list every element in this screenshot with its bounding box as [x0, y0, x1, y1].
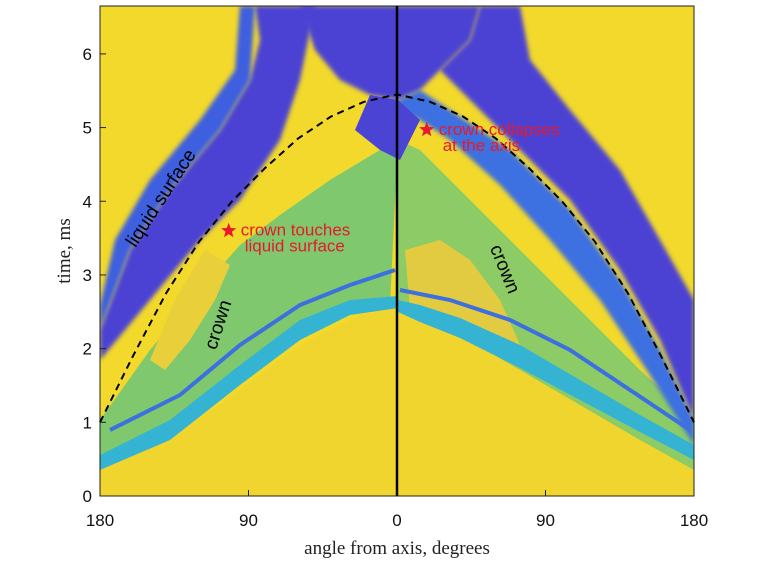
y-tick-label: 6	[83, 45, 92, 64]
crown-arm-right	[398, 300, 694, 460]
crown-interior-green-right	[398, 140, 694, 470]
x-tick-label: 0	[392, 511, 401, 530]
marker-label: crown collapses	[439, 120, 560, 139]
crown-tip-dark	[355, 95, 420, 160]
crown-interior-green	[100, 140, 398, 470]
y-tick-label: 4	[83, 192, 92, 211]
star-marker	[221, 222, 237, 238]
crown-edge-left	[109, 268, 396, 432]
y-axis-title: time, ms	[54, 218, 75, 283]
x-tick-label: 90	[536, 511, 555, 530]
crown-edge-right	[399, 288, 692, 432]
crown-patch-right	[405, 240, 520, 350]
x-tick-label: 90	[239, 511, 258, 530]
surface-band-left	[100, 6, 315, 360]
surface-band-left-outer	[100, 6, 255, 330]
y-tick-label: 2	[83, 340, 92, 359]
y-tick-label: 5	[83, 119, 92, 138]
crown-arm-left	[100, 296, 398, 470]
x-tick-label: 180	[86, 511, 114, 530]
star-marker	[419, 121, 435, 137]
surface-band-right	[440, 6, 694, 420]
axis-ticks: 180 90 0 90 180 0 1 2 3 4 5 6	[83, 45, 709, 530]
crown-patch-left	[150, 250, 230, 370]
surface-band-top	[300, 6, 480, 100]
marker-label: liquid surface	[245, 237, 345, 256]
marker-label: crown touches	[241, 221, 351, 240]
y-tick-label: 0	[83, 487, 92, 506]
y-tick-label: 3	[83, 266, 92, 285]
y-tick-label: 1	[83, 413, 92, 432]
x-tick-label: 180	[680, 511, 708, 530]
x-axis-title: angle from axis, degrees	[304, 538, 490, 559]
marker-label: at the axis	[443, 136, 521, 155]
